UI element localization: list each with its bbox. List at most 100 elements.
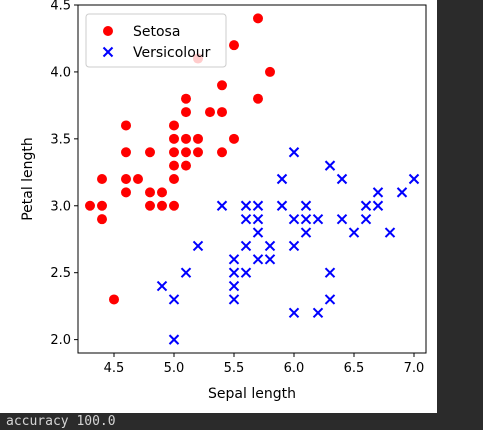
point-setosa-34: [229, 40, 239, 51]
point-setosa-26: [193, 147, 203, 158]
point-setosa-21: [181, 160, 191, 171]
point-versicolour-18: [264, 254, 276, 265]
y-tick-label-4: 4.0: [50, 65, 71, 80]
point-versicolour-8: [228, 267, 240, 278]
x-tick-label-5: 7.0: [404, 361, 425, 376]
point-setosa-0: [85, 200, 95, 211]
point-setosa-5: [121, 187, 131, 198]
x-tick-label-1: 5.0: [164, 361, 185, 376]
y-tick-label-5: 4.5: [50, 0, 71, 14]
point-setosa-15: [169, 200, 179, 211]
point-versicolour-30: [312, 213, 324, 225]
point-versicolour-12: [240, 213, 252, 225]
point-setosa-12: [145, 147, 155, 158]
x-tick-label-3: 6.0: [284, 361, 305, 376]
point-versicolour-6: [228, 294, 240, 305]
point-versicolour-22: [288, 307, 300, 319]
legend-marker-versicolour: [102, 46, 114, 58]
legend-label-setosa: Setosa: [133, 24, 180, 40]
y-tick-label-2: 3.0: [50, 199, 71, 214]
point-setosa-30: [217, 147, 227, 158]
plot-frame: [77, 4, 427, 354]
point-setosa-18: [169, 147, 179, 158]
x-tick-label-4: 6.5: [344, 361, 365, 376]
point-versicolour-38: [360, 200, 372, 211]
point-versicolour-14: [252, 254, 264, 265]
x-axis-label: Sepal length: [208, 386, 296, 402]
point-versicolour-26: [300, 227, 312, 238]
point-setosa-31: [217, 107, 227, 118]
x-tick-label-0: 4.5: [104, 361, 125, 376]
point-setosa-11: [145, 187, 155, 198]
point-versicolour-27: [300, 213, 312, 225]
point-versicolour-37: [360, 213, 372, 225]
point-setosa-16: [169, 174, 179, 184]
point-versicolour-21: [276, 173, 288, 185]
legend-label-versicolour: Versicolour: [133, 45, 211, 61]
legend: Setosa Versicolour: [85, 13, 227, 68]
point-setosa-20: [169, 120, 179, 131]
point-versicolour-39: [372, 200, 384, 211]
point-setosa-37: [265, 66, 275, 77]
point-versicolour-1: [168, 334, 180, 345]
point-setosa-1: [97, 214, 107, 225]
point-versicolour-19: [264, 240, 276, 252]
point-versicolour-11: [240, 240, 252, 252]
point-versicolour-34: [336, 213, 348, 225]
point-versicolour-10: [240, 267, 252, 278]
point-setosa-9: [133, 174, 143, 184]
point-versicolour-29: [312, 307, 324, 319]
point-setosa-35: [253, 93, 263, 104]
y-tick-label-3: 3.5: [50, 132, 71, 147]
y-axis-label: Petal length: [20, 137, 36, 221]
point-setosa-2: [97, 200, 107, 211]
point-setosa-33: [229, 133, 239, 144]
point-setosa-27: [193, 133, 203, 144]
point-setosa-7: [121, 147, 131, 158]
point-versicolour-23: [288, 240, 300, 252]
point-versicolour-20: [276, 200, 288, 211]
scatter-plot: 4.5 5.0 5.5 6.0 6.5 7.0 2.0 2.5 3.0 3.5 4.0 4.5 Sepa…: [20, 0, 427, 402]
x-tick-label-2: 5.5: [224, 361, 245, 376]
y-tick-label-1: 2.5: [50, 266, 71, 281]
point-setosa-13: [157, 200, 167, 211]
point-setosa-3: [97, 174, 107, 184]
point-versicolour-33: [324, 160, 336, 171]
legend-box: [85, 13, 227, 68]
y-tick-label-0: 2.0: [50, 333, 71, 348]
point-versicolour-43: [408, 173, 420, 185]
point-setosa-23: [181, 133, 191, 144]
point-setosa-22: [181, 147, 191, 158]
point-setosa-8: [121, 120, 131, 131]
point-versicolour-36: [348, 227, 360, 238]
console-output: accuracy 100.0: [6, 414, 116, 429]
point-versicolour-5: [216, 200, 228, 211]
point-setosa-29: [205, 107, 215, 118]
point-setosa-32: [217, 80, 227, 91]
point-versicolour-40: [372, 187, 384, 198]
plot-marks: [85, 13, 420, 345]
point-versicolour-32: [324, 267, 336, 278]
point-setosa-24: [181, 107, 191, 118]
point-setosa-36: [253, 13, 263, 24]
point-versicolour-28: [300, 200, 312, 211]
plot-axes: 4.5 5.0 5.5 6.0 6.5 7.0 2.0 2.5 3.0 3.5 4.0 4.5 Sepa…: [20, 0, 427, 402]
legend-marker-setosa: [103, 26, 113, 36]
point-setosa-14: [157, 187, 167, 198]
point-setosa-25: [181, 93, 191, 104]
point-versicolour-41: [384, 227, 396, 238]
point-setosa-10: [145, 200, 155, 211]
point-versicolour-31: [324, 294, 336, 305]
point-versicolour-16: [252, 213, 264, 225]
point-setosa-17: [169, 160, 179, 171]
point-versicolour-17: [252, 200, 264, 211]
point-setosa-19: [169, 133, 179, 144]
point-setosa-4: [109, 294, 119, 305]
point-versicolour-13: [240, 200, 252, 211]
point-versicolour-9: [228, 254, 240, 265]
figure-canvas: 4.5 5.0 5.5 6.0 6.5 7.0 2.0 2.5 3.0 3.5 4.0 4.5 Sepa…: [0, 0, 437, 413]
point-setosa-6: [121, 174, 131, 184]
point-versicolour-2: [168, 294, 180, 305]
point-versicolour-24: [288, 213, 300, 225]
point-versicolour-7: [228, 280, 240, 292]
